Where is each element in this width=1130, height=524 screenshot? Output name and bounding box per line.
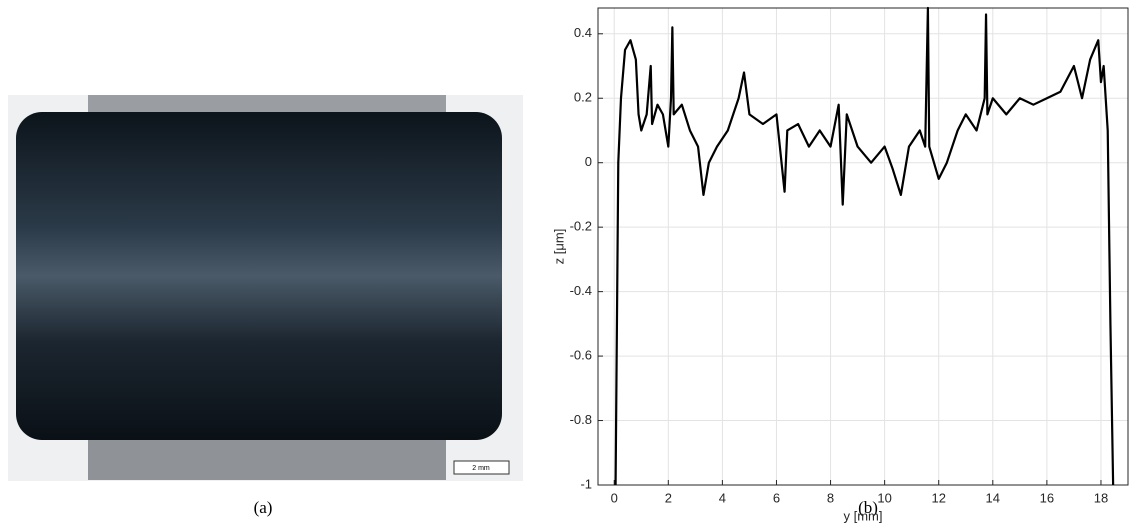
x-tick-label: 8 — [827, 490, 834, 505]
x-tick-label: 6 — [773, 490, 780, 505]
scale-bar — [453, 460, 510, 475]
x-tick-label: 2 — [665, 490, 672, 505]
x-tick-label: 12 — [931, 490, 945, 505]
x-tick-label: 0 — [611, 490, 618, 505]
data-line — [614, 6, 1115, 486]
cylinder — [16, 112, 502, 440]
axes-box — [597, 7, 1129, 486]
x-tick-label: 4 — [719, 490, 726, 505]
x-tick-label: 10 — [877, 490, 891, 505]
y-tick-label: -0.2 — [570, 219, 592, 234]
caption: (b) — [858, 498, 878, 517]
y-tick-label: 0.2 — [574, 90, 592, 105]
y-tick-label: -0.8 — [570, 412, 592, 427]
y-tick-label: 0.4 — [574, 25, 592, 40]
x-axis-label: y [mm] — [844, 508, 883, 523]
y-tick-label: -1 — [580, 476, 592, 491]
x-tick-label: 18 — [1094, 490, 1108, 505]
y-tick-label: 0 — [585, 154, 592, 169]
plot: 0 2 4 6 8 10 12 14 16 18 -1 -0.8 -0.6 -0.4 -0.2 0 0.2 0.4… — [551, 6, 1129, 523]
y-tick-label: -0.4 — [570, 283, 592, 298]
x-tick-label: 14 — [986, 490, 1000, 505]
y-tick-label: -0.6 — [570, 348, 592, 363]
plot-area — [598, 8, 1128, 485]
scale-bar-label: 2 mm — [472, 465, 490, 472]
x-tick-label: 16 — [1040, 490, 1054, 505]
caption: (a) — [254, 498, 273, 517]
photo: 2 mm — [8, 95, 523, 481]
y-axis-label: z [μm] — [551, 229, 566, 265]
